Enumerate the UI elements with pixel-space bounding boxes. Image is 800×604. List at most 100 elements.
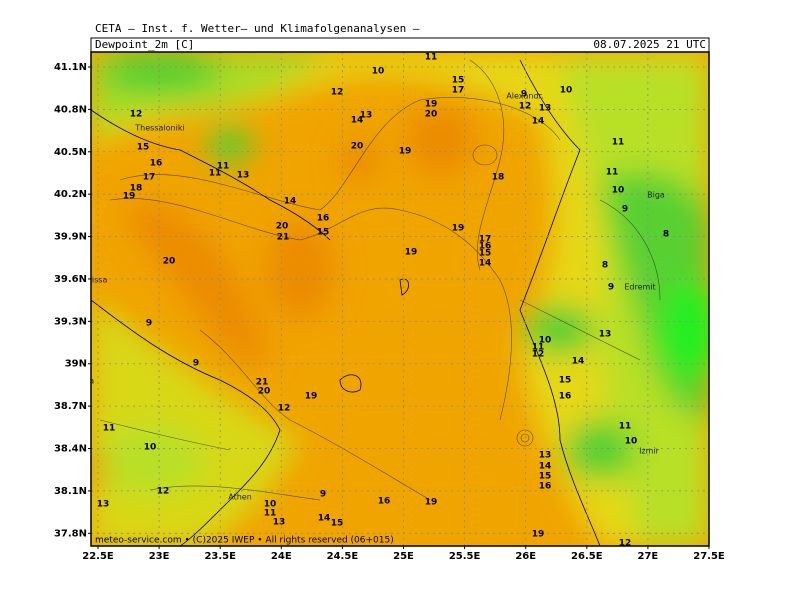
- lat-tick-label: 41.1N: [54, 62, 87, 73]
- city-label: Alexandr.: [506, 92, 543, 101]
- contour-label: 16: [317, 214, 330, 224]
- contour-label: 12: [519, 102, 532, 112]
- contour-label: 9: [521, 90, 527, 100]
- contour-label: 13: [97, 500, 110, 510]
- lat-tick-label: 39.3N: [54, 316, 87, 327]
- contour-label: 15: [331, 519, 344, 529]
- contour-label: 19: [405, 248, 418, 258]
- contour-label: 12: [278, 404, 291, 414]
- city-label: Athen: [228, 493, 252, 502]
- contour-label: 8: [663, 230, 669, 240]
- city-label: Biga: [647, 191, 665, 200]
- contour-label: 13: [360, 111, 373, 121]
- contour-label: 11: [606, 168, 619, 178]
- contour-label: 16: [479, 242, 492, 252]
- contour-label: 16: [150, 159, 163, 169]
- contour-label: 13: [539, 451, 552, 461]
- city-label: Thessaloniki: [134, 124, 184, 133]
- lat-tick-label: 40.8N: [54, 104, 87, 115]
- contour-label: 15: [452, 76, 465, 86]
- contour-label: 19: [123, 192, 136, 202]
- lon-tick-label: 23.5E: [204, 551, 236, 562]
- contour-label: 16: [378, 497, 391, 507]
- city-label: rissa: [89, 276, 108, 285]
- contour-label: 14: [539, 462, 552, 472]
- contour-label: 10: [144, 443, 157, 453]
- contour-label: 14: [479, 259, 492, 269]
- contour-label: 11: [209, 169, 222, 179]
- contour-label: 21: [256, 378, 269, 388]
- contour-label: 12: [331, 88, 344, 98]
- lat-tick-label: 38.1N: [54, 486, 87, 497]
- contours: [99, 59, 661, 501]
- contour-label: 13: [539, 104, 552, 114]
- contour-label: 11: [612, 138, 625, 148]
- graticule: [91, 52, 709, 546]
- contour-label: 11: [532, 343, 545, 353]
- contour-label: 12: [130, 110, 143, 120]
- contour-label: 16: [559, 392, 572, 402]
- lon-tick-label: 24.5E: [327, 551, 359, 562]
- contour-label: 19: [425, 498, 438, 508]
- contour-label: 15: [559, 376, 572, 386]
- contour-label: 20: [351, 142, 364, 152]
- city-label: Izmir: [639, 447, 660, 456]
- city-label: Edremit: [624, 283, 655, 292]
- contour-label: 10: [539, 336, 552, 346]
- contour-label: 10: [372, 67, 385, 77]
- lat-tick-label: 39.6N: [54, 274, 87, 285]
- contour-label: 11: [217, 162, 230, 172]
- datetime: 08.07.2025 21 UTC: [593, 38, 706, 51]
- contour-label: 12: [157, 487, 170, 497]
- contour-label: 11: [619, 422, 632, 432]
- contour-label: 9: [193, 359, 199, 369]
- contour-label: 14: [318, 514, 331, 524]
- variable: Dewpoint_2m [C]: [95, 38, 194, 51]
- lon-tick-label: 26.5E: [571, 551, 603, 562]
- contour-label: 14: [572, 357, 585, 367]
- contour-label: 19: [399, 147, 412, 157]
- contour-label: 10: [625, 437, 638, 447]
- contour-label: 20: [258, 387, 271, 397]
- contour-label: 9: [608, 283, 614, 293]
- lat-tick-label: 39N: [65, 359, 87, 370]
- contour-label: 14: [532, 117, 545, 127]
- contour-label: 15: [317, 228, 330, 238]
- axes: 41.1N 40.8N 40.5N 40.2N 39.9N 39.6N 39.3N 39N 38…: [54, 62, 725, 562]
- lat-tick-label: 40.2N: [54, 189, 87, 200]
- lon-tick-label: 27.5E: [693, 551, 725, 562]
- contour-label: 19: [305, 392, 318, 402]
- contour-label: 17: [452, 86, 465, 96]
- lat-tick-label: 38.7N: [54, 401, 87, 412]
- contour-label: 15: [479, 249, 492, 259]
- lat-tick-label: 38.4N: [54, 444, 87, 455]
- contour-label: 21: [277, 233, 290, 243]
- map-frame: [90, 51, 710, 547]
- lon-tick-label: 27E: [638, 551, 659, 562]
- contour-label: 10: [264, 500, 277, 510]
- lat-tick-label: 40.5N: [54, 147, 87, 158]
- contour-label: 12: [532, 350, 545, 360]
- contour-label: 14: [284, 197, 297, 207]
- contour-label: 20: [276, 222, 289, 232]
- lon-tick-label: 26E: [515, 551, 536, 562]
- contour-label: 9: [320, 490, 326, 500]
- lon-tick-label: 25.5E: [449, 551, 481, 562]
- contour-label: 19: [425, 100, 438, 110]
- lon-tick-label: 24E: [271, 551, 292, 562]
- contour-label: 13: [599, 330, 612, 340]
- contour-label: 11: [264, 509, 277, 519]
- contour-label: 19: [532, 530, 545, 540]
- contour-label: 19: [452, 224, 465, 234]
- footer: meteo-service.com • (C)2025 IWEP • All r…: [95, 536, 394, 546]
- contour-label: 16: [539, 482, 552, 492]
- contour-label: 9: [146, 319, 152, 329]
- contour-label: 18: [130, 184, 143, 194]
- contour-label: 10: [612, 186, 625, 196]
- field: Thessaloniki Alexandr. rissa Lamia Athen Biga…: [89, 52, 709, 546]
- contour-label: 8: [602, 261, 608, 271]
- coastline: [91, 59, 601, 546]
- contour-label: 13: [273, 518, 286, 528]
- contour-label: 11: [103, 424, 116, 434]
